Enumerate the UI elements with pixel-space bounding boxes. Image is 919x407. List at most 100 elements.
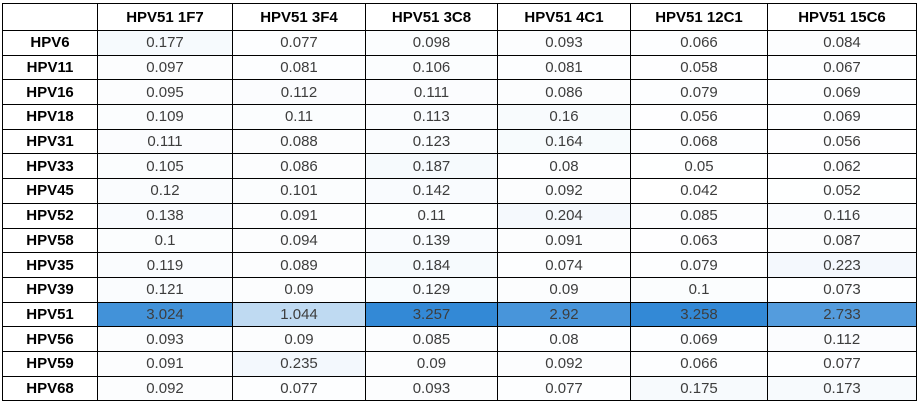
row-label: HPV58: [2, 227, 98, 254]
value-cell: 0.058: [630, 54, 768, 81]
value-cell: 0.112: [232, 79, 366, 106]
value-cell: 0.085: [630, 202, 768, 229]
value-cell: 3.257: [365, 301, 498, 328]
value-cell: 0.069: [767, 104, 917, 130]
value-cell: 0.063: [630, 227, 768, 254]
value-cell: 0.042: [630, 178, 768, 204]
row-label: HPV16: [2, 79, 98, 106]
column-header: HPV51 4C1: [497, 3, 631, 31]
value-cell: 0.091: [97, 350, 233, 377]
value-cell: 0.204: [497, 202, 631, 229]
column-header: HPV51 12C1: [630, 3, 768, 31]
value-cell: 0.092: [497, 350, 631, 377]
value-cell: 0.077: [232, 375, 366, 402]
value-cell: 0.077: [767, 350, 917, 377]
value-cell: 0.11: [365, 202, 498, 229]
value-cell: 0.184: [365, 252, 498, 278]
value-cell: 0.1: [97, 227, 233, 254]
value-cell: 0.087: [767, 227, 917, 254]
value-cell: 0.077: [497, 375, 631, 402]
value-cell: 0.052: [767, 178, 917, 204]
value-cell: 0.093: [97, 326, 233, 352]
value-cell: 0.094: [232, 227, 366, 254]
table-row: HPV45 0.12 0.101 0.142 0.092 0.042 0.052: [2, 178, 917, 204]
table-row: HPV6 0.177 0.077 0.098 0.093 0.066 0.084: [2, 30, 917, 56]
value-cell: 0.142: [365, 178, 498, 204]
value-cell: 0.092: [97, 375, 233, 402]
value-cell: 0.116: [767, 202, 917, 229]
column-header: HPV51 15C6: [767, 3, 917, 31]
value-cell: 0.091: [232, 202, 366, 229]
table-row: HPV16 0.095 0.112 0.111 0.086 0.079 0.069: [2, 79, 917, 106]
value-cell: 0.056: [767, 128, 917, 155]
value-cell: 0.177: [97, 30, 233, 56]
row-label: HPV39: [2, 276, 98, 303]
value-cell: 0.09: [232, 276, 366, 303]
value-cell: 0.077: [232, 30, 366, 56]
row-label: HPV18: [2, 104, 98, 130]
value-cell: 0.12: [97, 178, 233, 204]
table-row: HPV56 0.093 0.09 0.085 0.08 0.069 0.112: [2, 326, 917, 352]
row-label: HPV56: [2, 326, 98, 352]
value-cell: 0.09: [497, 276, 631, 303]
table-row: HPV31 0.111 0.088 0.123 0.164 0.068 0.056: [2, 128, 917, 155]
value-cell: 0.08: [497, 153, 631, 180]
value-cell: 0.119: [97, 252, 233, 278]
value-cell: 0.16: [497, 104, 631, 130]
table-row: HPV18 0.109 0.11 0.113 0.16 0.056 0.069: [2, 104, 917, 130]
row-label: HPV11: [2, 54, 98, 81]
row-label: HPV33: [2, 153, 98, 180]
value-cell: 0.129: [365, 276, 498, 303]
column-header: HPV51 3C8: [365, 3, 498, 31]
value-cell: 0.069: [630, 326, 768, 352]
table-row: HPV59 0.091 0.235 0.09 0.092 0.066 0.077: [2, 350, 917, 377]
value-cell: 0.073: [767, 276, 917, 303]
value-cell: 0.09: [232, 326, 366, 352]
value-cell: 0.088: [232, 128, 366, 155]
value-cell: 0.056: [630, 104, 768, 130]
value-cell: 0.111: [365, 79, 498, 106]
value-cell: 0.235: [232, 350, 366, 377]
row-label: HPV51: [2, 301, 98, 328]
value-cell: 0.109: [97, 104, 233, 130]
value-cell: 0.08: [497, 326, 631, 352]
value-cell: 0.089: [232, 252, 366, 278]
value-cell: 0.093: [365, 375, 498, 402]
value-cell: 0.068: [630, 128, 768, 155]
row-label: HPV59: [2, 350, 98, 377]
value-cell: 0.139: [365, 227, 498, 254]
value-cell: 0.085: [365, 326, 498, 352]
value-cell: 0.086: [232, 153, 366, 180]
table-body: HPV6 0.177 0.077 0.098 0.093 0.066 0.084 HPV11 0…: [2, 30, 917, 402]
table-row: HPV35 0.119 0.089 0.184 0.074 0.079 0.223: [2, 252, 917, 278]
table-row: HPV39 0.121 0.09 0.129 0.09 0.1 0.073: [2, 276, 917, 303]
value-cell: 0.113: [365, 104, 498, 130]
table-row: HPV11 0.097 0.081 0.106 0.081 0.058 0.067: [2, 54, 917, 81]
value-cell: 0.069: [767, 79, 917, 106]
value-cell: 3.024: [97, 301, 233, 328]
row-label: HPV68: [2, 375, 98, 402]
row-label: HPV35: [2, 252, 98, 278]
value-cell: 0.093: [497, 30, 631, 56]
value-cell: 3.258: [630, 301, 768, 328]
row-label: HPV52: [2, 202, 98, 229]
table-row: HPV58 0.1 0.094 0.139 0.091 0.063 0.087: [2, 227, 917, 254]
value-cell: 0.079: [630, 252, 768, 278]
value-cell: 0.066: [630, 30, 768, 56]
header-row: HPV51 1F7 HPV51 3F4 HPV51 3C8 HPV51 4C1 HPV5…: [2, 3, 917, 31]
column-header: HPV51 3F4: [232, 3, 366, 31]
row-label: HPV31: [2, 128, 98, 155]
value-cell: 0.081: [232, 54, 366, 81]
value-cell: 0.164: [497, 128, 631, 155]
value-cell: 0.05: [630, 153, 768, 180]
value-cell: 2.92: [497, 301, 631, 328]
cross-reactivity-heatmap-table: HPV51 1F7 HPV51 3F4 HPV51 3C8 HPV51 4C1 HPV5…: [2, 3, 917, 402]
value-cell: 0.067: [767, 54, 917, 81]
value-cell: 2.733: [767, 301, 917, 328]
value-cell: 0.101: [232, 178, 366, 204]
value-cell: 0.086: [497, 79, 631, 106]
value-cell: 0.123: [365, 128, 498, 155]
value-cell: 0.138: [97, 202, 233, 229]
value-cell: 0.1: [630, 276, 768, 303]
